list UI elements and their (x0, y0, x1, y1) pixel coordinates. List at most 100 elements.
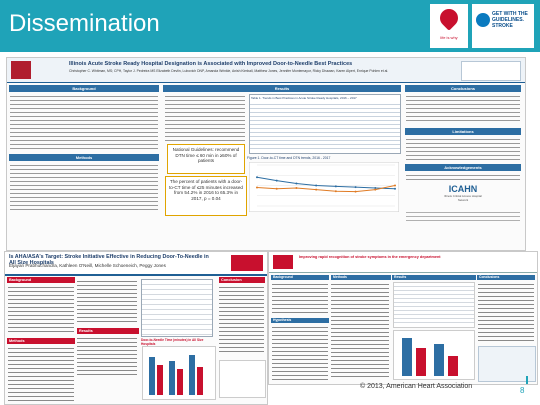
poster3-header: Improving rapid recognition of stroke sy… (269, 252, 537, 273)
poster2-results-header: Results (77, 328, 139, 334)
icahn-logo-sub: Illinois Critical Access Hospital Networ… (444, 194, 482, 202)
poster3-bar (416, 348, 426, 376)
series-line-1 (256, 185, 396, 193)
poster3-bar (434, 344, 444, 376)
poster2-authors: Eljayan Prabhuchandra, Kathleen O'Neill,… (9, 263, 166, 268)
aha-caption: life is why (440, 35, 458, 40)
poster2-bar (157, 365, 163, 395)
poster3-bar (448, 356, 458, 376)
poster3-results-chart (393, 330, 475, 380)
poster2-side-table (219, 360, 266, 398)
poster3-hypothesis-header: Hypothesis (271, 318, 329, 323)
poster1-methods-text (10, 163, 158, 213)
data-point (394, 187, 396, 190)
poster3-conclusions-text (478, 282, 534, 342)
university-logo-icon (461, 61, 521, 81)
poster2-conclusion-header: Conclusion (219, 277, 265, 283)
poster1-ack-header: Acknowledgements (405, 164, 521, 171)
data-point (315, 188, 318, 191)
data-point (394, 184, 396, 187)
poster3-bar (402, 338, 412, 376)
poster1-ack-text (406, 173, 520, 181)
poster1-title: Illinois Acute Stroke Ready Hospital Des… (69, 61, 353, 67)
poster3-methods-text (331, 282, 389, 380)
poster1-table-title: Table 1. Trends in Best Practices in Acu… (251, 96, 357, 100)
poster3-methods-header: Methods (331, 275, 391, 280)
illinois-logo-icon (11, 61, 31, 79)
poster1-table-rows (250, 101, 400, 151)
poster2-results-text (77, 336, 137, 376)
poster2-title: Is AHA/ASA's Target: Stroke Initiative E… (9, 254, 209, 266)
poster2-intro-text (77, 279, 137, 325)
poster2-bar (169, 361, 175, 395)
poster2-bar (149, 357, 155, 395)
poster3-title: Improving rapid recognition of stroke sy… (299, 255, 441, 259)
poster3-results-rows (394, 283, 474, 325)
gwtg-logo-text: GET WITH THE GUIDELINES. STROKE (492, 11, 528, 29)
poster3-hypothesis-text (272, 325, 328, 381)
gwtg-logo: GET WITH THE GUIDELINES. STROKE (472, 4, 534, 48)
data-point (315, 184, 318, 187)
poster3-background-header: Background (271, 275, 329, 280)
poster1-key-callout: The percent of patients with a door-to-C… (165, 176, 247, 216)
data-point (354, 186, 357, 189)
poster2-conclusion-text (219, 285, 264, 355)
poster2-methods-header: Methods (7, 338, 75, 344)
series-line-0 (256, 176, 396, 190)
poster1-results-header: Results (163, 85, 401, 92)
data-point (256, 186, 258, 189)
poster1-guideline-text: National Guidelines: recommend DTN time … (172, 147, 240, 164)
poster2-bar-chart (142, 346, 216, 400)
data-point (354, 190, 357, 193)
slide-title: Dissemination (9, 10, 160, 37)
data-point (374, 186, 377, 189)
poster1-key-text: The percent of patients with a door-to-C… (169, 179, 243, 201)
poster1-limitations-header: Limitations (405, 128, 521, 135)
poster1-background-header: Background (9, 85, 159, 92)
poster2-methods-text (8, 346, 74, 402)
poster2-figure-title: Door-to-Needle Time (minutes) in All Siz… (141, 338, 204, 346)
poster-illinois: Illinois Acute Stroke Ready Hospital Des… (6, 57, 526, 251)
poster3-conclusions-header: Conclusions (477, 275, 535, 280)
data-point (275, 187, 278, 190)
data-point (295, 182, 298, 185)
poster1-results-text (165, 94, 245, 142)
icahn-logo: ICAHN Illinois Critical Access Hospital … (443, 184, 483, 206)
poster2-table-rows (142, 280, 212, 336)
poster2-background-header: Background (7, 277, 75, 283)
poster1-conclusions-header: Conclusions (405, 85, 521, 92)
poster1-methods-header: Methods (9, 154, 159, 161)
poster1-contact-text (406, 210, 520, 224)
poster1-background-text (10, 94, 158, 150)
poster2-bar (177, 369, 183, 395)
poster3-results-table (393, 282, 475, 328)
poster1-table: Table 1. Trends in Best Practices in Acu… (249, 94, 401, 154)
poster1-conclusions-text (406, 94, 520, 124)
hospital-logo-icon (273, 255, 293, 269)
data-point (334, 185, 337, 188)
chart-background (249, 162, 399, 212)
poster3-results-header: Results (392, 275, 476, 280)
poster1-guideline-callout: National Guidelines: recommend DTN time … (167, 144, 245, 174)
icahn-logo-text: ICAHN (448, 184, 478, 194)
copyright-footer: © 2013, American Heart Association (360, 383, 473, 390)
poster3-background-text (272, 282, 328, 316)
aha-logo-icon (231, 255, 263, 271)
aha-logo: life is why (430, 4, 468, 48)
poster2-background-text (8, 285, 74, 335)
poster1-figure-title: Figure 1. Door-to-CT time and DTN trends… (247, 156, 331, 160)
data-point (334, 190, 337, 193)
data-point (275, 179, 278, 182)
accent-line (526, 376, 534, 384)
heart-icon (436, 5, 462, 31)
data-point (256, 176, 258, 179)
data-point (374, 188, 377, 191)
poster-target-stroke: Is AHA/ASA's Target: Stroke Initiative E… (4, 251, 268, 405)
poster1-header: Illinois Acute Stroke Ready Hospital Des… (7, 58, 525, 83)
poster2-header: Is AHA/ASA's Target: Stroke Initiative E… (5, 252, 267, 276)
poster2-bar (189, 355, 195, 395)
data-point (295, 186, 298, 189)
poster1-limitations-text (406, 137, 520, 161)
poster1-line-chart (249, 162, 399, 212)
